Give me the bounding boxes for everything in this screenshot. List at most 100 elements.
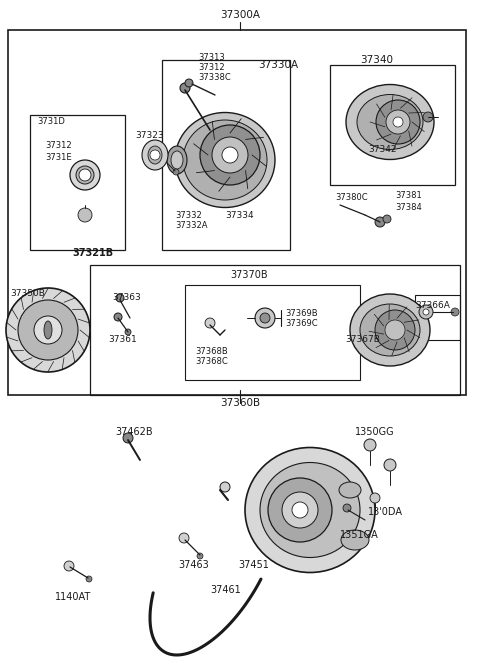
Text: 37330A: 37330A <box>258 60 298 70</box>
Ellipse shape <box>70 160 100 190</box>
Circle shape <box>179 533 189 543</box>
Text: 37462B: 37462B <box>115 427 153 437</box>
Ellipse shape <box>341 530 369 550</box>
Circle shape <box>385 320 405 340</box>
Circle shape <box>292 502 308 518</box>
Bar <box>162 60 290 250</box>
Circle shape <box>282 492 318 528</box>
Circle shape <box>419 305 433 319</box>
Circle shape <box>386 110 410 134</box>
Circle shape <box>78 208 92 222</box>
Text: 37342: 37342 <box>368 145 396 154</box>
Text: 37312: 37312 <box>198 64 225 72</box>
Circle shape <box>205 318 215 328</box>
Circle shape <box>34 316 62 344</box>
Text: 13'0DA: 13'0DA <box>368 507 403 517</box>
Text: 37368B: 37368B <box>195 348 228 357</box>
Circle shape <box>375 217 385 227</box>
Circle shape <box>451 308 459 316</box>
Ellipse shape <box>357 95 423 150</box>
Circle shape <box>376 100 420 144</box>
Ellipse shape <box>260 463 360 558</box>
Ellipse shape <box>245 447 375 572</box>
Ellipse shape <box>175 112 275 208</box>
Circle shape <box>125 329 131 335</box>
Circle shape <box>6 288 90 372</box>
Text: 37313: 37313 <box>198 53 225 62</box>
Text: 37338C: 37338C <box>198 74 231 83</box>
Text: 37321B: 37321B <box>72 248 113 258</box>
Ellipse shape <box>167 146 187 174</box>
Circle shape <box>222 147 238 163</box>
Text: 37381: 37381 <box>395 191 422 200</box>
Circle shape <box>383 215 391 223</box>
Ellipse shape <box>44 321 52 339</box>
Text: 37350B: 37350B <box>10 288 45 298</box>
Circle shape <box>370 493 380 503</box>
Text: 37360B: 37360B <box>220 398 260 408</box>
Text: 37369B: 37369B <box>285 309 318 317</box>
Circle shape <box>116 294 124 302</box>
Text: 37361: 37361 <box>108 336 137 344</box>
Circle shape <box>185 79 193 87</box>
Text: 37384: 37384 <box>395 202 422 212</box>
Text: 37332A: 37332A <box>175 221 207 229</box>
Text: 37461: 37461 <box>210 585 241 595</box>
Ellipse shape <box>183 120 267 200</box>
Circle shape <box>423 112 433 122</box>
Text: 1140AT: 1140AT <box>55 592 91 602</box>
Bar <box>8 30 466 395</box>
Text: 37366A: 37366A <box>415 302 450 311</box>
Text: 37334: 37334 <box>225 210 253 219</box>
Circle shape <box>150 150 160 160</box>
Bar <box>90 265 460 395</box>
Text: 37369C: 37369C <box>285 319 318 327</box>
Circle shape <box>114 313 122 321</box>
Bar <box>330 65 455 185</box>
Circle shape <box>393 117 403 127</box>
Text: 37300A: 37300A <box>220 10 260 20</box>
Bar <box>415 295 460 340</box>
Text: 37368C: 37368C <box>195 357 228 367</box>
Bar <box>185 285 360 380</box>
Circle shape <box>18 300 78 360</box>
Circle shape <box>343 504 351 512</box>
Text: 37367B: 37367B <box>345 336 380 344</box>
Text: 37312: 37312 <box>45 141 72 150</box>
Text: 37380C: 37380C <box>335 194 368 202</box>
Circle shape <box>197 553 203 559</box>
Text: 37463: 37463 <box>178 560 209 570</box>
Circle shape <box>86 576 92 582</box>
Ellipse shape <box>148 146 162 164</box>
Bar <box>30 115 125 250</box>
Text: 37332: 37332 <box>175 210 202 219</box>
Circle shape <box>423 309 429 315</box>
Circle shape <box>180 83 190 93</box>
Circle shape <box>260 313 270 323</box>
Circle shape <box>220 482 230 492</box>
Circle shape <box>79 169 91 181</box>
Circle shape <box>384 459 396 471</box>
Ellipse shape <box>346 85 434 160</box>
Text: 37323: 37323 <box>135 131 164 139</box>
Ellipse shape <box>360 304 420 356</box>
Circle shape <box>268 478 332 542</box>
Ellipse shape <box>350 294 430 366</box>
Circle shape <box>212 137 248 173</box>
Text: 37363: 37363 <box>112 294 141 302</box>
Circle shape <box>173 169 179 175</box>
Text: 3731E: 3731E <box>45 152 72 162</box>
Text: 37340: 37340 <box>360 55 393 65</box>
Ellipse shape <box>171 151 183 169</box>
Circle shape <box>200 125 260 185</box>
Circle shape <box>375 310 415 350</box>
Circle shape <box>364 439 376 451</box>
Text: 3731D: 3731D <box>37 118 65 127</box>
Text: 37451: 37451 <box>238 560 269 570</box>
Text: 1350GG: 1350GG <box>355 427 395 437</box>
Text: 1351GA: 1351GA <box>340 530 379 540</box>
Ellipse shape <box>76 166 94 184</box>
Text: 37370B: 37370B <box>230 270 268 280</box>
Ellipse shape <box>142 140 168 170</box>
Circle shape <box>255 308 275 328</box>
